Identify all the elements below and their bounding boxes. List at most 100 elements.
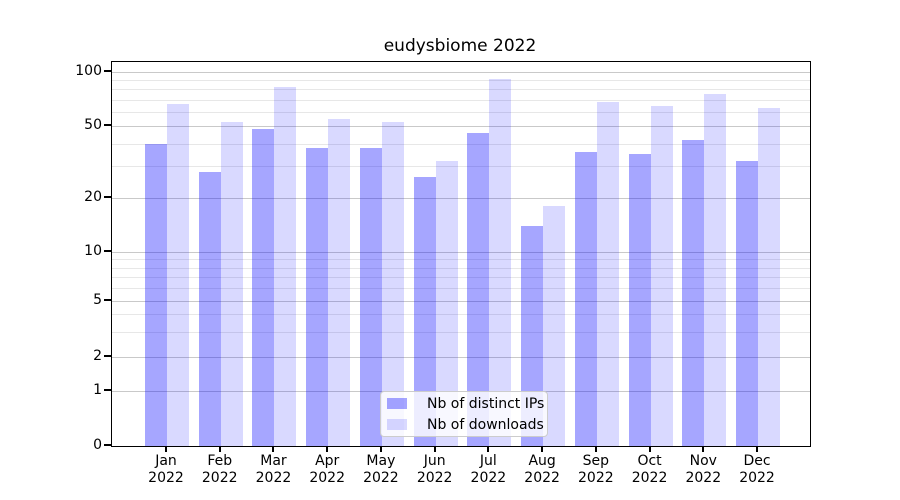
y-tick-mark	[104, 389, 111, 392]
bar-sep-distinct-ips	[574, 151, 597, 446]
x-axis-tick-label: Sep 2022	[560, 453, 632, 487]
bar-oct-downloads	[650, 105, 673, 446]
x-tick-year: 2022	[363, 470, 399, 486]
bar-may-distinct-ips	[359, 147, 382, 446]
bar-nov-distinct-ips	[682, 139, 705, 446]
grid-line-major	[112, 197, 810, 199]
x-tick-year: 2022	[578, 470, 614, 486]
x-axis-tick-label: Jul 2022	[452, 453, 524, 487]
x-tick-mark	[487, 446, 490, 452]
grid-line-minor	[112, 111, 810, 113]
x-axis-tick-label: Aug 2022	[506, 453, 578, 487]
y-axis-tick-label: 10	[84, 242, 102, 259]
legend-label-downloads: Nb of downloads	[427, 416, 544, 433]
x-axis-tick-label: Jun 2022	[399, 453, 471, 487]
grid-line-minor	[112, 287, 810, 289]
x-tick-month: Jan	[155, 453, 177, 469]
grid-line-minor	[112, 259, 810, 261]
x-tick-year: 2022	[739, 470, 775, 486]
bar-feb-distinct-ips	[198, 171, 221, 446]
x-tick-mark	[702, 446, 705, 452]
x-tick-mark	[648, 446, 651, 452]
y-axis-tick-label: 1	[93, 382, 102, 399]
grid-line-minor	[112, 79, 810, 81]
x-tick-mark	[433, 446, 436, 452]
y-tick-mark	[104, 124, 111, 127]
legend-item-downloads: Nb of downloads	[381, 416, 547, 434]
grid-line-minor	[112, 89, 810, 91]
y-axis-tick-label: 50	[84, 117, 102, 134]
bar-apr-downloads	[328, 118, 351, 446]
x-axis-tick-label: Mar 2022	[237, 453, 309, 487]
x-tick-month: Nov	[689, 453, 717, 469]
y-axis-tick-label: 5	[93, 291, 102, 308]
x-tick-year: 2022	[309, 470, 345, 486]
x-tick-month: Aug	[528, 453, 556, 469]
y-tick-mark	[104, 195, 111, 198]
bar-dec-downloads	[758, 107, 781, 446]
bar-nov-downloads	[704, 94, 727, 446]
grid-line-major	[112, 251, 810, 253]
x-tick-month: Oct	[637, 453, 662, 469]
x-tick-year: 2022	[148, 470, 184, 486]
y-tick-mark	[104, 444, 111, 446]
x-tick-month: Dec	[743, 453, 771, 469]
x-axis-tick-label: May 2022	[345, 453, 417, 487]
legend-swatch-distinct-ips	[387, 398, 407, 409]
y-axis-tick-label: 100	[75, 62, 102, 79]
bar-sep-downloads	[596, 101, 619, 446]
y-tick-mark	[104, 298, 111, 301]
grid-line-major	[112, 300, 810, 302]
bar-mar-distinct-ips	[252, 129, 275, 446]
y-axis-tick-label: 20	[84, 188, 102, 205]
x-tick-year: 2022	[631, 470, 668, 486]
bar-may-downloads	[381, 121, 404, 446]
x-tick-year: 2022	[470, 470, 507, 486]
grid-line-minor	[112, 331, 810, 333]
x-tick-month: Apr	[315, 453, 340, 469]
bar-jun-downloads	[435, 161, 458, 446]
x-tick-mark	[326, 446, 329, 452]
bar-feb-downloads	[220, 121, 243, 446]
y-tick-mark	[104, 69, 111, 72]
grid-line-minor	[112, 314, 810, 316]
bar-mar-downloads	[274, 87, 297, 446]
y-tick-mark	[104, 249, 111, 252]
grid-line-minor	[112, 143, 810, 145]
x-tick-mark	[594, 446, 597, 452]
x-axis-tick-label: Feb 2022	[184, 453, 256, 487]
x-tick-year: 2022	[685, 470, 722, 486]
grid-line-minor	[112, 166, 810, 168]
x-tick-year: 2022	[201, 470, 238, 486]
grid-line-minor	[112, 267, 810, 269]
y-tick-mark	[104, 354, 111, 357]
x-axis-tick-label: Jan 2022	[130, 453, 202, 487]
x-tick-year: 2022	[524, 470, 560, 486]
x-axis-tick-label: Oct 2022	[614, 453, 686, 487]
bar-apr-distinct-ips	[306, 147, 329, 446]
bar-aug-downloads	[543, 206, 566, 446]
x-tick-month: Jun	[423, 453, 446, 469]
x-tick-mark	[379, 446, 382, 452]
bar-jul-downloads	[489, 79, 512, 446]
x-tick-mark	[756, 446, 759, 452]
bar-jan-downloads	[167, 104, 189, 446]
x-axis-tick-label: Nov 2022	[667, 453, 739, 487]
bar-jul-distinct-ips	[467, 132, 490, 446]
grid-line-major	[112, 126, 810, 128]
x-tick-month: Feb	[207, 453, 233, 469]
x-tick-month: Mar	[260, 453, 287, 469]
x-tick-year: 2022	[416, 470, 453, 486]
chart-title: eudysbiome 2022	[383, 36, 537, 56]
x-tick-month: May	[366, 453, 396, 469]
grid-line-minor	[112, 99, 810, 101]
legend: Nb of distinct IPs Nb of downloads	[380, 391, 548, 437]
bar-jan-distinct-ips	[145, 143, 167, 446]
x-tick-month: Sep	[582, 453, 610, 469]
x-tick-year: 2022	[255, 470, 292, 486]
y-axis-tick-label: 2	[93, 347, 102, 364]
bar-dec-distinct-ips	[736, 161, 759, 446]
y-axis-tick-label: 0	[93, 437, 102, 453]
bar-oct-distinct-ips	[628, 154, 651, 446]
